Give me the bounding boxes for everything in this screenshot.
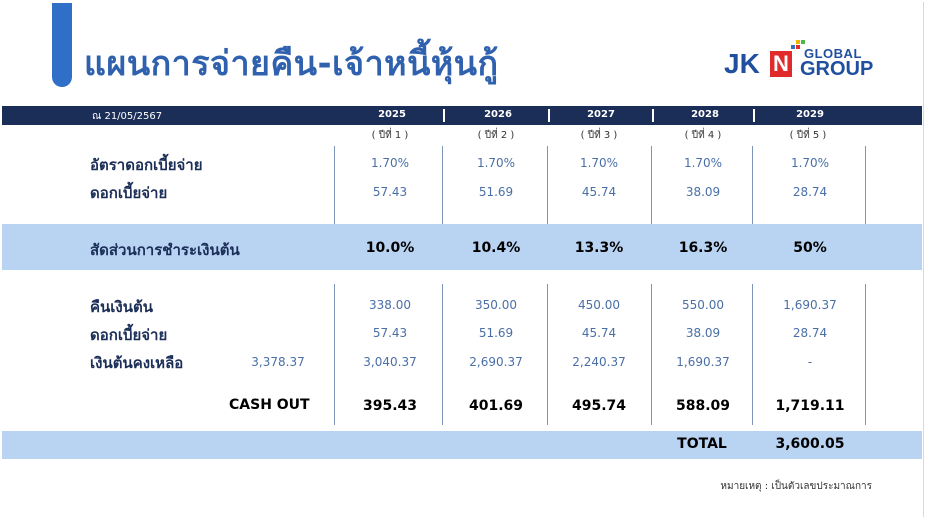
- column-divider: [442, 146, 443, 224]
- cell-value: 588.09: [675, 398, 731, 414]
- header-divider: [652, 109, 654, 122]
- cell-value: 550.00: [682, 298, 724, 312]
- year-number: ( ปีที่ 2 ): [477, 130, 515, 141]
- highlight-band: [2, 224, 922, 270]
- cell-value: 10.0%: [365, 240, 415, 256]
- title-accent-bar: [52, 3, 72, 87]
- column-divider: [865, 146, 866, 224]
- year-header: 2027: [587, 109, 615, 120]
- year-header: 2026: [484, 109, 512, 120]
- table-header: ณ 21/05/2567 2025 2026 2027 2028 2029: [2, 106, 922, 125]
- cell-value: 16.3%: [678, 240, 728, 256]
- column-divider: [752, 284, 753, 425]
- column-divider: [752, 146, 753, 224]
- row-label-principal-ratio: สัดส่วนการชำระเงินต้น: [90, 241, 240, 259]
- total-band: [2, 431, 922, 459]
- column-divider: [651, 284, 652, 425]
- cell-value: 51.69: [478, 185, 514, 199]
- company-logo: JK N GLOBAL GROUP: [724, 40, 884, 80]
- initial-principal: 3,378.37: [251, 355, 305, 369]
- cell-value: 3,040.37: [363, 355, 417, 369]
- logo-n: N: [770, 51, 792, 77]
- slide-border: [923, 2, 924, 517]
- header-divider: [753, 109, 755, 122]
- year-number: ( ปีที่ 5 ): [789, 130, 827, 141]
- row-label-interest: ดอกเบี้ยจ่าย: [90, 326, 168, 344]
- column-divider: [547, 146, 548, 224]
- footnote: หมายเหตุ : เป็นตัวเลขประมาณการ: [720, 481, 872, 492]
- row-label-cash-out: CASH OUT: [229, 397, 310, 413]
- as-of-date: ณ 21/05/2567: [92, 111, 163, 122]
- row-label-interest: ดอกเบี้ยจ่าย: [90, 184, 168, 202]
- row-label-remaining: เงินต้นคงเหลือ: [90, 354, 184, 372]
- cell-value: 13.3%: [574, 240, 624, 256]
- cell-value: 495.74: [571, 398, 627, 414]
- cell-value: 1,690.37: [676, 355, 730, 369]
- year-header: 2025: [378, 109, 406, 120]
- total-label: TOTAL: [677, 436, 727, 452]
- row-label-interest-rate: อัตราดอกเบี้ยจ่าย: [90, 156, 203, 174]
- cell-value: 28.74: [792, 326, 828, 340]
- cell-value: 1.70%: [579, 156, 619, 170]
- header-divider: [443, 109, 445, 122]
- year-header: 2028: [691, 109, 719, 120]
- logo-global: GLOBAL: [804, 46, 862, 61]
- cell-value: 1.70%: [370, 156, 410, 170]
- column-divider: [334, 146, 335, 224]
- cell-value: 57.43: [372, 185, 408, 199]
- cell-value: 10.4%: [471, 240, 521, 256]
- logo-dots-icon: [791, 40, 805, 50]
- year-number: ( ปีที่ 1 ): [371, 130, 409, 141]
- page-title: แผนการจ่ายคืน-เจ้าหนี้หุ้นกู้: [84, 44, 499, 84]
- cell-value: 1,719.11: [775, 398, 845, 414]
- cell-value: 338.00: [369, 298, 411, 312]
- cell-value: 1.70%: [683, 156, 723, 170]
- column-divider: [651, 146, 652, 224]
- year-number: ( ปีที่ 3 ): [580, 130, 618, 141]
- cell-value: 2,240.37: [572, 355, 626, 369]
- column-divider: [442, 284, 443, 425]
- cell-value: 450.00: [578, 298, 620, 312]
- column-divider: [547, 284, 548, 425]
- logo-jk: JK: [724, 48, 760, 79]
- cell-value: 395.43: [362, 398, 418, 414]
- cell-value: 50%: [793, 240, 827, 256]
- cell-value: 45.74: [581, 185, 617, 199]
- cell-value: 45.74: [581, 326, 617, 340]
- cell-value: 401.69: [468, 398, 524, 414]
- row-label-principal-repay: คืนเงินต้น: [90, 298, 153, 316]
- cell-value: 57.43: [372, 326, 408, 340]
- cell-value: 38.09: [685, 326, 721, 340]
- cell-value: 1.70%: [790, 156, 830, 170]
- column-divider: [865, 284, 866, 425]
- year-number: ( ปีที่ 4 ): [684, 130, 722, 141]
- column-divider: [334, 284, 335, 425]
- header-divider: [548, 109, 550, 122]
- cell-value: 51.69: [478, 326, 514, 340]
- total-value: 3,600.05: [775, 436, 845, 452]
- year-header: 2029: [796, 109, 824, 120]
- cell-value: -: [807, 355, 813, 369]
- cell-value: 1,690.37: [783, 298, 837, 312]
- logo-group: GROUP: [800, 58, 874, 80]
- cell-value: 1.70%: [476, 156, 516, 170]
- cell-value: 350.00: [475, 298, 517, 312]
- cell-value: 28.74: [792, 185, 828, 199]
- cell-value: 2,690.37: [469, 355, 523, 369]
- cell-value: 38.09: [685, 185, 721, 199]
